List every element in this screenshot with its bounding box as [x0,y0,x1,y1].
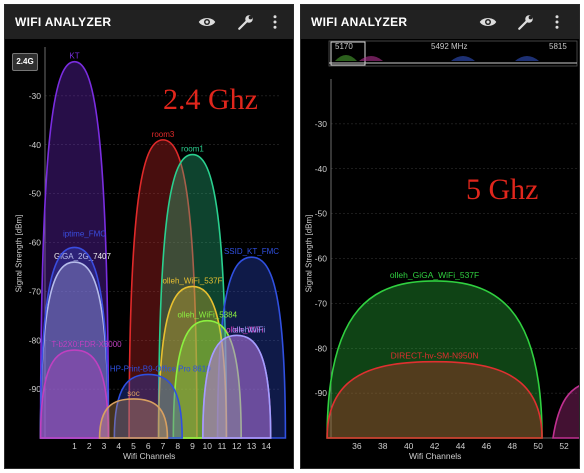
left-screen: WIFI ANALYZER -30 -40 -50 -60 -70 -80 -90 1 2 3 4 5… [4,4,294,469]
network-curve [202,334,272,439]
network-curve [39,60,110,439]
eye-icon[interactable] [479,13,497,31]
network-label: olleh_GiGA_WiFi_537F [390,270,479,280]
network-curve [39,246,110,439]
x-tick-label: 44 [456,441,466,451]
right-screen: WIFI ANALYZER -30 -40 -50 -60 -70 -80 -90 36 38 4… [300,4,580,469]
overflow-menu-icon[interactable] [271,13,279,31]
network-curve [98,398,169,439]
x-tick-label: 5 [131,441,136,451]
x-tick-label: 8 [175,441,180,451]
x-tick-label: 6 [146,441,151,451]
network-label: room3 [152,130,175,139]
x-tick-label: 9 [190,441,195,451]
overview-strip [328,40,578,67]
y-tick-label: -40 [29,140,42,150]
x-tick-label: 4 [116,441,121,451]
network-curve [128,139,198,439]
signal-graph-5ghz: -30 -40 -50 -60 -70 -80 -90 36 38 40 42 44 46 48 50 52 o… [301,39,579,468]
y-tick-label: -70 [29,286,42,296]
band-annotation: 2.4 Ghz [163,83,258,116]
network-curve [172,319,242,439]
network-curve [326,280,543,439]
overview-viewport [330,41,366,66]
x-tick-label: 12 [232,441,242,451]
eye-icon[interactable] [198,13,216,31]
y-tick-label: -60 [29,238,42,248]
network-label: soc [127,389,139,398]
x-axis-label: Wifi Channels [123,451,176,461]
x-tick-label: 50 [533,441,543,451]
band-annotation: 5 Ghz [466,173,539,206]
network-label: olleh_WiFi_537F [162,276,222,285]
x-tick-label: 3 [102,441,107,451]
x-tick-label: 36 [352,441,362,451]
network-label: GiGA_2G_7407 [54,252,111,261]
channel-graph-svg: -30 -40 -50 -60 -70 -80 -90 36 38 40 42 44 46 48 50 52 o… [315,40,579,451]
freq-label-end: 5815 [549,42,567,51]
y-tick-label: -30 [315,119,328,129]
app-title: WIFI ANALYZER [311,15,408,29]
network-curve-partial [552,385,579,439]
channel-graph-svg: -30-40-50-60-70-80-901 2 3 4 5 6 7 8 9 10 11 12 13 14… [29,47,287,451]
y-tick-label: -30 [29,91,42,101]
x-tick-label: 7 [161,441,166,451]
overview-curve [359,56,383,61]
y-tick-label: -40 [315,164,328,174]
drawer-handle[interactable] [293,170,294,200]
x-tick-label: 14 [262,441,272,451]
wrench-icon[interactable] [237,13,255,31]
overview-curve [335,55,357,61]
x-tick-label: 52 [559,441,569,451]
network-label: iptime_FMC [63,229,106,238]
x-tick-label: 46 [482,441,492,451]
network-curve [326,360,543,439]
overview-curve [515,56,539,61]
y-tick-label: -60 [315,254,328,264]
freq-label-mid: 5492 MHz [431,42,468,51]
y-tick-label: -90 [29,384,42,394]
y-tick-label: -50 [315,209,328,219]
signal-graph-24ghz: -30 -40 -50 -60 -70 -80 -90 1 2 3 4 5 6 7 8 9 10 11 12 13 14… [5,39,293,468]
y-tick-label: -80 [315,343,328,353]
band-toggle-button[interactable]: 2.4G [12,53,38,71]
overview-curve [451,56,475,61]
network-label: HP-Print-B9-Office Pro 8610 [110,364,211,373]
x-tick-label: 2 [87,441,92,451]
network-label: T-b2X0:FDR-X3000 [51,340,122,349]
x-tick-label: 11 [218,441,227,451]
y-axis-label: Signal Strength [dBm] [304,214,314,293]
network-label: DIRECT-hv-SM-N950N [391,351,479,361]
x-tick-label: 38 [378,441,388,451]
y-axis-label: Signal Strength [dBm] [14,214,24,293]
y-tick-label: -50 [29,189,42,199]
x-tick-label: 13 [247,441,257,451]
x-tick-label: 40 [404,441,414,451]
x-tick-label: 1 [72,441,77,451]
y-tick-label: -90 [315,388,328,398]
network-curve [157,285,228,439]
network-label: ollehWiFi [232,325,265,334]
y-tick-label: -80 [29,335,42,345]
network-label: SSID_KT_FMC [224,247,279,256]
x-axis-label: Wifi Channels [409,451,462,461]
network-curve [39,349,110,439]
x-tick-label: 48 [508,441,518,451]
wrench-icon[interactable] [517,13,535,31]
y-tick-label: -70 [315,298,328,308]
app-toolbar: WIFI ANALYZER [301,5,579,39]
network-label: olleh_WiFi [226,325,264,334]
network-label: KT [69,52,79,61]
network-label: room1 [181,145,204,154]
x-tick-label: 42 [430,441,440,451]
app-toolbar: WIFI ANALYZER [5,5,293,39]
overflow-menu-icon[interactable] [553,13,561,31]
x-tick-label: 10 [203,441,213,451]
network-label: olleh_WiFi_5384 [177,311,237,320]
app-title: WIFI ANALYZER [15,15,112,29]
freq-label-start: 5170 [335,42,353,51]
